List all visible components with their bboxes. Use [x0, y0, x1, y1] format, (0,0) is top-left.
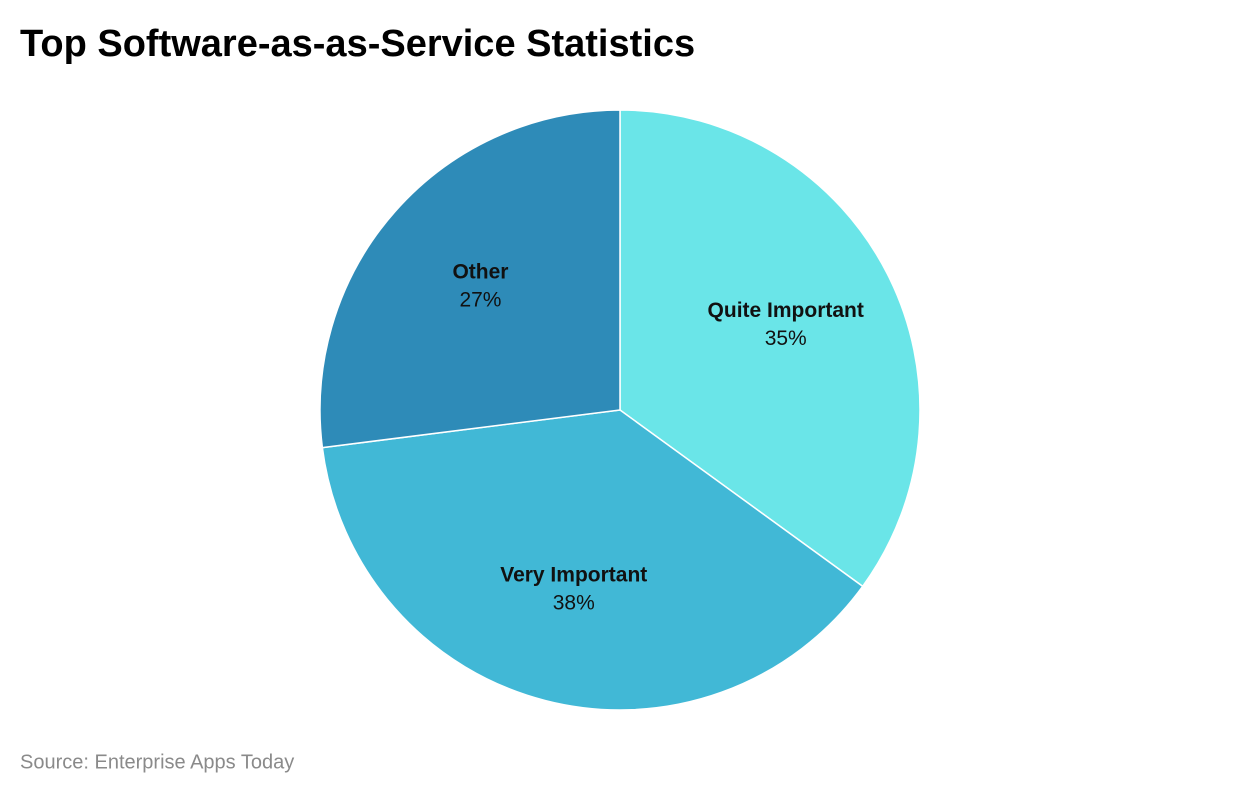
- pie-slice: [319, 109, 621, 449]
- value-label: 27%: [459, 289, 501, 312]
- pie-slice: [619, 109, 921, 588]
- slice-label: Quite Important: [708, 299, 864, 322]
- value-label: 35%: [765, 327, 807, 350]
- slice-label: Very Important: [500, 564, 647, 587]
- source: Source: Enterprise Apps Today: [20, 751, 294, 773]
- pie-slice: [321, 409, 864, 711]
- slice-label: Other: [452, 261, 508, 284]
- chart-title: Top Software-as-as-Service Statistics: [20, 23, 695, 65]
- value-label: 38%: [553, 592, 595, 615]
- pie: Quite Important 35% Very Important 38% Other…: [319, 109, 921, 711]
